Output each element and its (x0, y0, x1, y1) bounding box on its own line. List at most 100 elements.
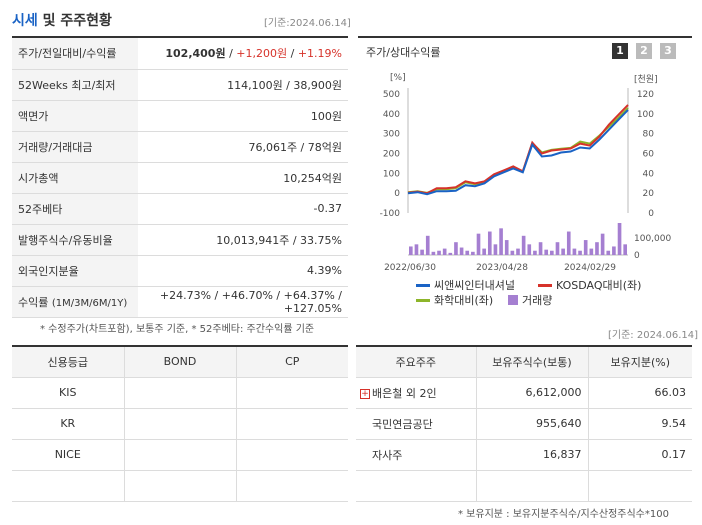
legend-label: 화학대비(좌) (434, 294, 494, 307)
table-cell: KIS (12, 377, 124, 409)
left-tick-label: 200 (383, 150, 400, 160)
holder-name: 배은철 외 2인 (372, 386, 437, 400)
holder-name: 자사주 (372, 448, 403, 462)
right-tick-label: 20 (643, 189, 655, 199)
volume-bar (566, 231, 571, 255)
x-tick-label: 2022/06/30 (384, 263, 436, 273)
table-cell (123, 470, 236, 502)
left-axis-unit: [%] (390, 73, 406, 83)
right-tick-label: 0 (648, 209, 654, 219)
row-value: 114,100원 / 38,900원 (138, 69, 348, 101)
volume-tick-label: 0 (634, 251, 640, 261)
volume-bar (420, 249, 424, 255)
table-cell (356, 470, 476, 502)
table-cell (12, 470, 124, 502)
volume-bar (527, 244, 532, 255)
volume-bar (561, 248, 565, 255)
row-label: 외국인지분율 (12, 255, 138, 287)
holder-name: 국민연금공단 (372, 417, 433, 431)
legend-swatch (508, 295, 518, 305)
divider (358, 36, 692, 38)
row-value: 100원 (138, 100, 348, 132)
table-header-row: 신용등급 BOND CP (12, 346, 348, 378)
volume-bar (414, 244, 419, 255)
column-header: 주요주주 (356, 346, 476, 378)
legend-item: 화학대비(좌) (416, 292, 493, 308)
divider (12, 36, 348, 38)
legend-item: KOSDAQ대비(좌) (538, 277, 641, 293)
table-row: NICE (12, 439, 348, 471)
volume-tick-label: 100,000 (634, 234, 671, 244)
row-label: 52Weeks 최고/최저 (12, 69, 138, 101)
column-header: CP (235, 346, 348, 378)
right-tick-label: 120 (637, 90, 654, 100)
volume-bar (482, 248, 486, 255)
returns-period: (1M/3M/6M/1Y) (51, 297, 128, 309)
expand-icon[interactable]: + (360, 388, 370, 399)
legend-label: 씨앤씨인터내셔널 (434, 279, 515, 292)
volume-bar (431, 251, 436, 255)
volume-bar (544, 249, 549, 255)
row-label: 거래량/거래대금 (12, 131, 138, 163)
volume-bar (510, 250, 515, 255)
base-date: [기준:2024.06.14] (264, 18, 351, 29)
x-tick-label: 2023/04/28 (476, 263, 528, 273)
holder-shares: 6,612,000 (475, 377, 588, 409)
volume-bar (538, 242, 543, 255)
left-tick-label: -100 (380, 209, 401, 219)
return-3m: +46.70% (221, 288, 273, 302)
table-row: 시가총액 10,254억원 (12, 162, 348, 194)
volume-bar (550, 250, 554, 255)
row-value: 76,061주 / 78억원 (138, 131, 348, 163)
separator: / (225, 47, 237, 61)
price-note: * 수정주가(차트포함), 보통주 기준, * 52주베타: 주간수익률 기준 (40, 324, 315, 335)
volume-bar (465, 250, 470, 255)
volume-bar (499, 228, 503, 255)
legend-item: 거래량 (508, 292, 552, 308)
chart-page-3-button[interactable]: 3 (660, 43, 676, 59)
volume-bar (448, 252, 453, 255)
column-header: 신용등급 (12, 346, 124, 378)
volume-bar (504, 240, 509, 255)
base-date: [기준: 2024.06.14] (608, 330, 699, 341)
table-row: 주가/전일대비/수익률 102,400원 / +1,200원 / +1.19% (12, 38, 348, 70)
return-1m: +24.73% (159, 288, 212, 302)
table-row: 액면가 100원 (12, 100, 348, 132)
volume-bar (583, 240, 588, 255)
volume-bar (617, 223, 622, 255)
major-holders-table: 주요주주 보유주식수(보통) 보유지분(%) + 배은철 외 2인 6,612,0… (356, 345, 692, 502)
volume-bar (600, 233, 605, 255)
row-value: 10,254억원 (138, 162, 348, 194)
right-tick-label: 60 (643, 150, 655, 160)
row-label: 52주베타 (12, 193, 138, 225)
return-6m: +64.37% (283, 288, 335, 302)
return-1y: +127.05% (283, 301, 342, 315)
left-tick-label: 400 (383, 110, 400, 120)
row-value: -0.37 (138, 193, 348, 225)
chart-page-1-button[interactable]: 1 (612, 43, 628, 59)
table-row: 국민연금공단 955,640 9.54 (356, 408, 692, 440)
row-value: 102,400원 / +1,200원 / +1.19% (138, 38, 348, 70)
title-highlight: 시세 (12, 13, 38, 29)
volume-bar (612, 246, 616, 255)
table-cell (235, 439, 348, 471)
volume-bar (623, 244, 627, 255)
volume-bar (533, 250, 537, 255)
separator: / (287, 47, 298, 61)
price-rate: +1.19% (297, 47, 342, 61)
holder-pct: 66.03 (587, 377, 692, 409)
row-value: 10,013,941주 / 33.75% (138, 224, 348, 256)
x-tick-label: 2024/02/29 (564, 263, 616, 273)
table-cell (235, 470, 348, 502)
chart-page-2-button[interactable]: 2 (636, 43, 652, 59)
volume-bar (516, 248, 520, 255)
table-cell (587, 470, 692, 502)
row-label: 시가총액 (12, 162, 138, 194)
table-row: 거래량/거래대금 76,061주 / 78억원 (12, 131, 348, 163)
volume-bar (555, 242, 560, 255)
holder-name-cell: 자사주 (356, 439, 476, 471)
volume-bar (493, 244, 498, 255)
right-tick-label: 100 (637, 110, 654, 120)
holder-pct: 0.17 (587, 439, 692, 471)
